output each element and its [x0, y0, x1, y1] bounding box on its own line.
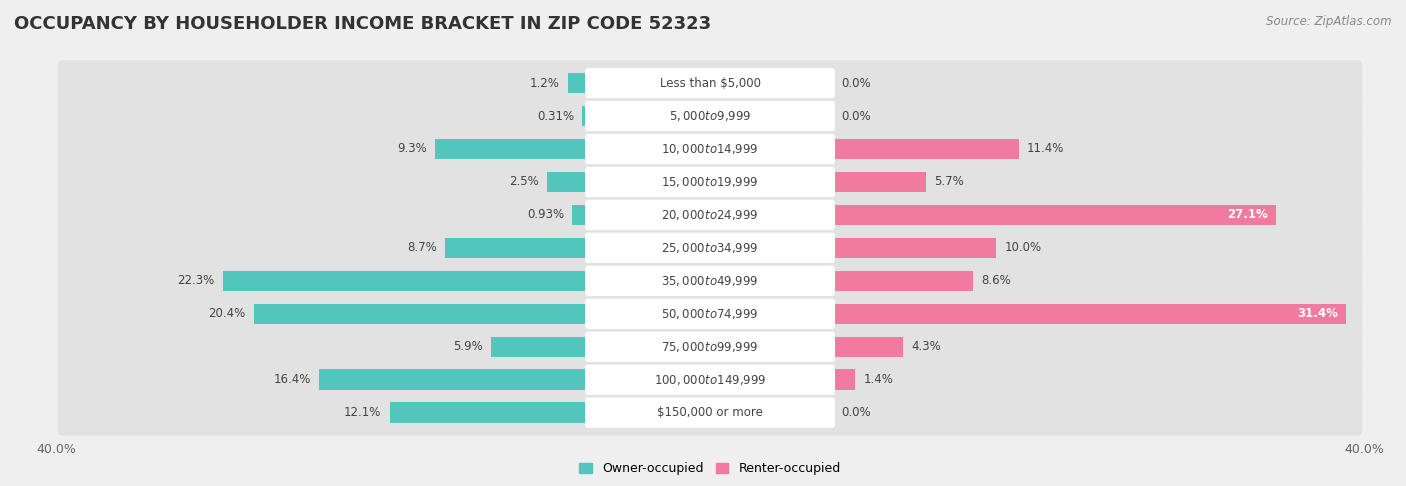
- Bar: [832, 304, 1346, 324]
- Text: OCCUPANCY BY HOUSEHOLDER INCOME BRACKET IN ZIP CODE 52323: OCCUPANCY BY HOUSEHOLDER INCOME BRACKET …: [14, 15, 711, 33]
- FancyBboxPatch shape: [58, 324, 1362, 369]
- Text: 0.31%: 0.31%: [537, 109, 574, 122]
- Text: 8.6%: 8.6%: [981, 274, 1011, 287]
- Bar: [389, 402, 588, 423]
- Text: $20,000 to $24,999: $20,000 to $24,999: [661, 208, 759, 222]
- Text: Source: ZipAtlas.com: Source: ZipAtlas.com: [1267, 15, 1392, 28]
- Bar: [491, 336, 588, 357]
- Text: $10,000 to $14,999: $10,000 to $14,999: [661, 142, 759, 156]
- FancyBboxPatch shape: [585, 266, 835, 296]
- FancyBboxPatch shape: [58, 357, 1362, 402]
- Legend: Owner-occupied, Renter-occupied: Owner-occupied, Renter-occupied: [575, 457, 845, 481]
- Text: 0.93%: 0.93%: [527, 208, 564, 222]
- Text: 0.0%: 0.0%: [841, 76, 870, 89]
- Bar: [547, 172, 588, 192]
- FancyBboxPatch shape: [58, 126, 1362, 172]
- FancyBboxPatch shape: [58, 159, 1362, 205]
- FancyBboxPatch shape: [58, 291, 1362, 336]
- FancyBboxPatch shape: [58, 60, 1362, 106]
- Text: $5,000 to $9,999: $5,000 to $9,999: [669, 109, 751, 123]
- FancyBboxPatch shape: [585, 68, 835, 98]
- Bar: [224, 271, 588, 291]
- FancyBboxPatch shape: [585, 398, 835, 428]
- FancyBboxPatch shape: [585, 101, 835, 131]
- Text: 5.9%: 5.9%: [453, 340, 482, 353]
- Bar: [446, 238, 588, 258]
- FancyBboxPatch shape: [58, 390, 1362, 435]
- FancyBboxPatch shape: [58, 93, 1362, 139]
- Bar: [572, 205, 588, 225]
- Text: $150,000 or more: $150,000 or more: [657, 406, 763, 419]
- Bar: [254, 304, 588, 324]
- Bar: [568, 73, 588, 93]
- Text: 9.3%: 9.3%: [398, 142, 427, 156]
- Bar: [832, 238, 995, 258]
- Bar: [832, 172, 925, 192]
- Bar: [832, 336, 903, 357]
- FancyBboxPatch shape: [585, 167, 835, 197]
- Text: $100,000 to $149,999: $100,000 to $149,999: [654, 373, 766, 387]
- Text: 31.4%: 31.4%: [1296, 307, 1337, 320]
- FancyBboxPatch shape: [58, 225, 1362, 271]
- Bar: [319, 369, 588, 390]
- Text: 11.4%: 11.4%: [1028, 142, 1064, 156]
- FancyBboxPatch shape: [585, 134, 835, 164]
- Text: Less than $5,000: Less than $5,000: [659, 76, 761, 89]
- FancyBboxPatch shape: [585, 200, 835, 230]
- Bar: [832, 205, 1275, 225]
- Text: 20.4%: 20.4%: [208, 307, 246, 320]
- Text: $25,000 to $34,999: $25,000 to $34,999: [661, 241, 759, 255]
- Text: $15,000 to $19,999: $15,000 to $19,999: [661, 175, 759, 189]
- Text: 10.0%: 10.0%: [1004, 242, 1042, 254]
- Text: 12.1%: 12.1%: [344, 406, 381, 419]
- FancyBboxPatch shape: [585, 233, 835, 263]
- Bar: [832, 139, 1019, 159]
- Text: 2.5%: 2.5%: [509, 175, 538, 189]
- Text: 27.1%: 27.1%: [1226, 208, 1267, 222]
- Text: 1.2%: 1.2%: [530, 76, 560, 89]
- Bar: [582, 106, 588, 126]
- FancyBboxPatch shape: [585, 331, 835, 362]
- Text: 4.3%: 4.3%: [911, 340, 941, 353]
- Text: 1.4%: 1.4%: [863, 373, 894, 386]
- FancyBboxPatch shape: [585, 364, 835, 395]
- Text: 5.7%: 5.7%: [934, 175, 963, 189]
- Bar: [436, 139, 588, 159]
- Text: 22.3%: 22.3%: [177, 274, 215, 287]
- FancyBboxPatch shape: [58, 192, 1362, 238]
- Text: 16.4%: 16.4%: [274, 373, 311, 386]
- Text: $35,000 to $49,999: $35,000 to $49,999: [661, 274, 759, 288]
- FancyBboxPatch shape: [58, 258, 1362, 304]
- Text: 0.0%: 0.0%: [841, 406, 870, 419]
- Text: $75,000 to $99,999: $75,000 to $99,999: [661, 340, 759, 354]
- Text: 8.7%: 8.7%: [408, 242, 437, 254]
- FancyBboxPatch shape: [585, 298, 835, 329]
- Text: $50,000 to $74,999: $50,000 to $74,999: [661, 307, 759, 321]
- Bar: [832, 271, 973, 291]
- Bar: [832, 369, 855, 390]
- Text: 0.0%: 0.0%: [841, 109, 870, 122]
